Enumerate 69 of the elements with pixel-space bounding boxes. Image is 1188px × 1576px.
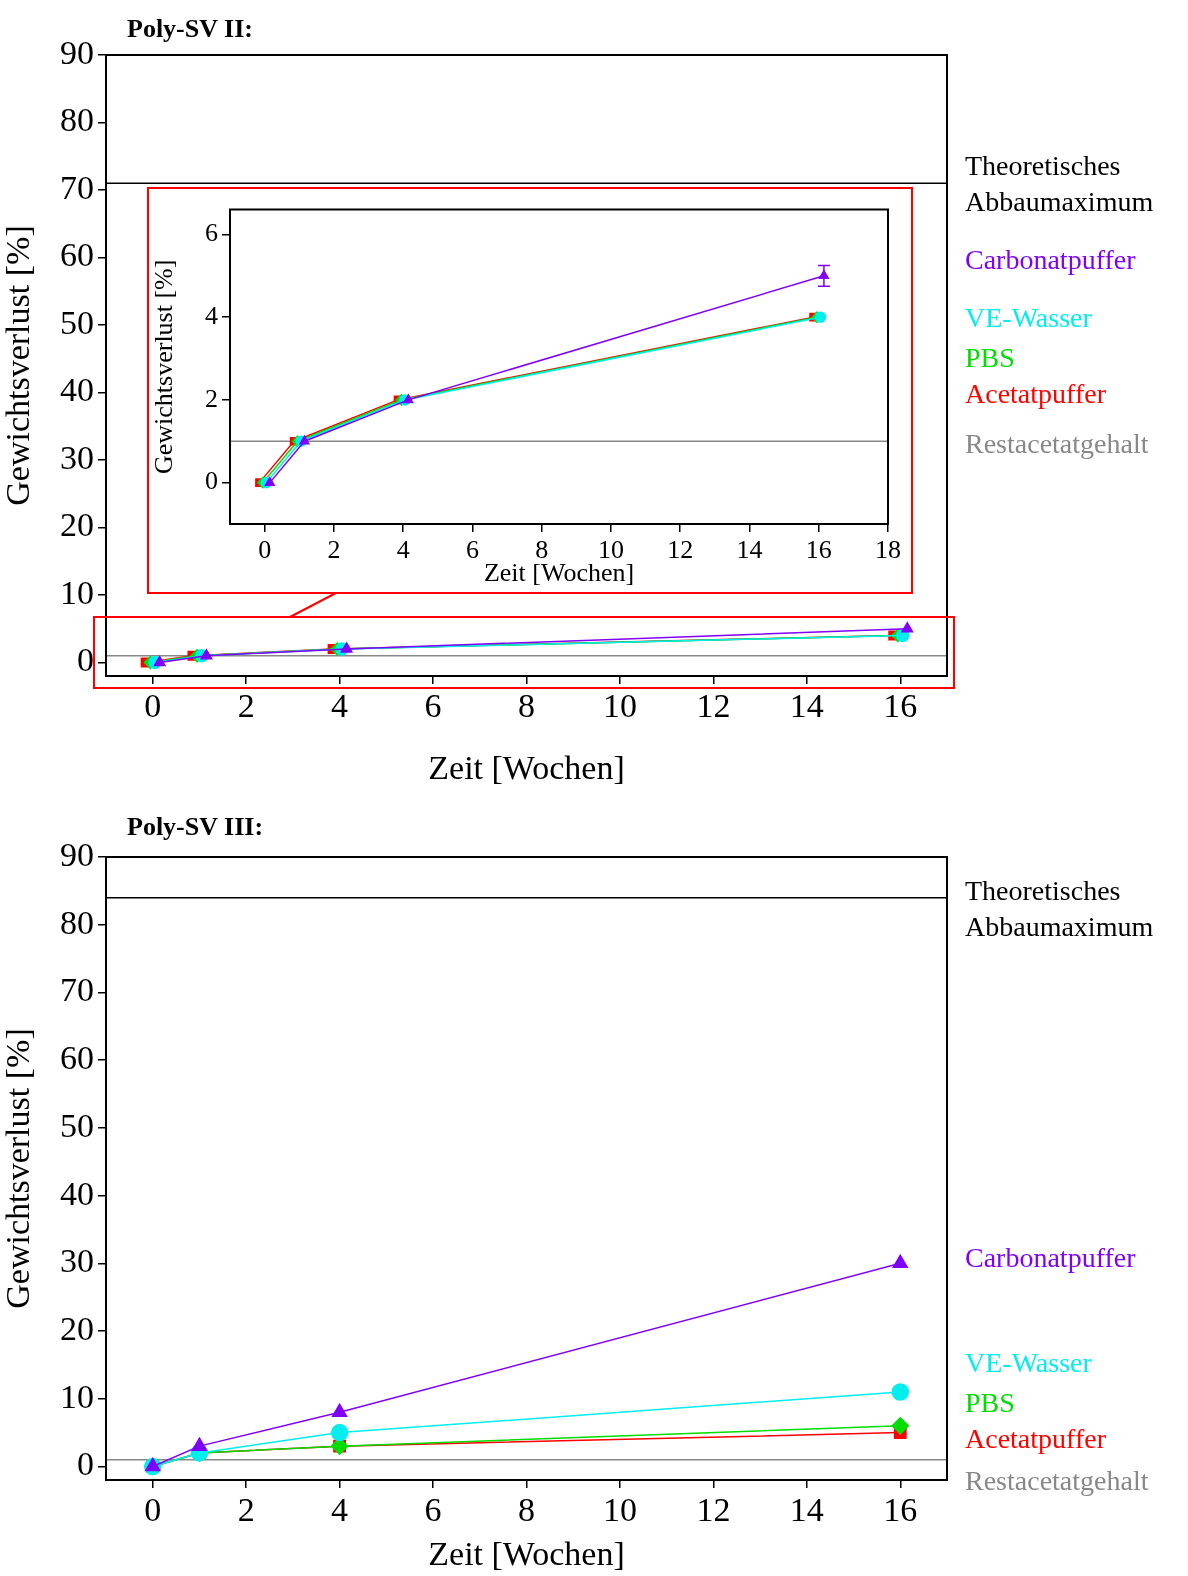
y-tick-label: 30 (60, 438, 94, 476)
y-tick-label: 6 (205, 218, 218, 248)
y-tick-label: 70 (60, 971, 94, 1009)
x-tick-label: 16 (883, 1491, 918, 1529)
y-tick-label: 10 (60, 1377, 94, 1415)
y-tick-label: 50 (60, 303, 94, 341)
y-tick-label: 90 (60, 835, 94, 873)
x-tick-label: 12 (696, 1491, 731, 1529)
x-tick-label: 6 (424, 1491, 442, 1529)
x-tick-label: 10 (602, 1491, 637, 1529)
y-tick-label: 60 (60, 1039, 94, 1077)
x-tick-label: 8 (518, 1491, 535, 1529)
y-tick-label: 0 (77, 1445, 94, 1483)
y-tick-label: 2 (205, 383, 218, 413)
x-tick-label: 2 (327, 535, 341, 565)
x-tick-label: 6 (424, 687, 442, 725)
x-tick-label: 16 (883, 687, 918, 725)
x-tick-label: 4 (331, 687, 349, 725)
text: Carbonatpuffer (965, 1241, 1137, 1275)
text: Acetatpuffer (965, 1422, 1107, 1456)
y-tick-label: 30 (60, 1242, 94, 1280)
y-tick-label: 40 (60, 371, 94, 409)
y-axis-title: Gewichtsverlust [%] (149, 259, 179, 475)
text: PBS (965, 1386, 1016, 1420)
y-axis-title: Gewichtsverlust [%] (0, 225, 37, 506)
y-tick-label: 20 (60, 1309, 94, 1347)
chart-title: Poly-SV III: (127, 811, 264, 841)
text: VE-Wasser (965, 301, 1093, 335)
y-tick-label: 70 (60, 168, 94, 206)
y-tick-label: 0 (205, 466, 218, 496)
y-tick-label: 40 (60, 1174, 94, 1212)
x-axis-title: Zeit [Wochen] (428, 1534, 625, 1572)
x-tick-label: 0 (144, 1491, 162, 1529)
x-tick-label: 12 (696, 687, 731, 725)
y-tick-label: 60 (60, 236, 94, 274)
text: PBS (965, 341, 1016, 375)
y-tick-label: 80 (60, 101, 94, 139)
y-tick-label: 90 (60, 33, 94, 71)
x-axis-title: Zeit [Wochen] (428, 748, 625, 786)
y-tick-label: 50 (60, 1106, 94, 1144)
x-tick-label: 12 (667, 535, 694, 565)
ref-line-label: Theoretisches Abbaumaximum (965, 149, 1155, 219)
y-tick-label: 4 (205, 300, 218, 330)
x-tick-label: 16 (805, 535, 832, 565)
text: VE-Wasser (965, 1346, 1093, 1380)
x-tick-label: 2 (237, 1491, 255, 1529)
x-tick-label: 2 (237, 687, 255, 725)
ref-line-label: Theoretisches Abbaumaximum (965, 874, 1155, 944)
y-tick-label: 20 (60, 506, 94, 544)
y-tick-label: 10 (60, 573, 94, 611)
x-tick-label: 4 (396, 535, 410, 565)
x-tick-label: 4 (331, 1491, 349, 1529)
ref-line-label: Restacetatgehalt (965, 427, 1150, 461)
x-tick-label: 18 (875, 535, 901, 565)
x-tick-label: 0 (144, 687, 162, 725)
x-tick-label: 14 (736, 535, 763, 565)
text: Acetatpuffer (965, 377, 1107, 411)
x-tick-label: 14 (789, 687, 824, 725)
y-tick-label: 0 (77, 641, 94, 679)
x-tick-label: 0 (258, 535, 272, 565)
x-tick-label: 8 (518, 687, 535, 725)
y-tick-label: 80 (60, 903, 94, 941)
x-tick-label: 10 (602, 687, 637, 725)
x-tick-label: 6 (465, 535, 479, 565)
x-tick-label: 14 (789, 1491, 824, 1529)
chart-title: Poly-SV II: (127, 13, 253, 43)
y-axis-title: Gewichtsverlust [%] (0, 1028, 37, 1309)
ref-line-label: Restacetatgehalt (965, 1464, 1150, 1498)
text: Carbonatpuffer (965, 243, 1137, 277)
